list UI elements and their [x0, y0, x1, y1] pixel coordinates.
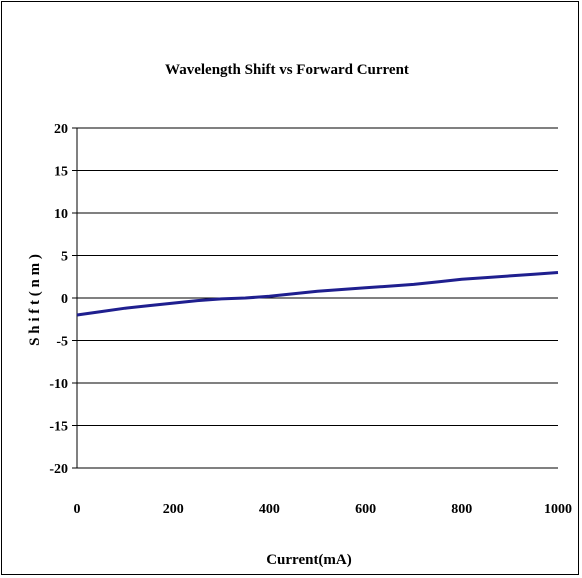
grid-lines: [77, 127, 558, 426]
x-tick-label-3: 600: [355, 502, 376, 517]
y-tick-label-6: -10: [49, 377, 68, 392]
x-tick-label-4: 800: [451, 502, 472, 517]
y-axis-label: S h i f t ( n m ): [27, 254, 43, 346]
series-line-0: [76, 271, 559, 317]
y-tick-labels: 20 15 10 5 0 -5 -10 -15 -20: [49, 122, 68, 477]
series-group: [76, 271, 559, 317]
y-tick-label-7: -15: [49, 420, 68, 435]
x-tick-label-0: 0: [74, 502, 81, 517]
x-tick-label-1: 200: [163, 502, 184, 517]
y-tick-label-2: 10: [54, 207, 68, 222]
y-tick-label-3: 5: [61, 250, 68, 265]
x-tick-label-2: 400: [259, 502, 280, 517]
y-tick-label-0: 20: [54, 122, 68, 137]
x-tick-label-5: 1000: [544, 502, 572, 517]
x-tick-labels: 0 200 400 600 800 1000: [74, 502, 573, 517]
x-axis-label: Current(mA): [266, 552, 352, 568]
y-tick-label-8: -20: [49, 462, 68, 477]
y-tick-label-4: 0: [61, 292, 68, 307]
chart-title: Wavelength Shift vs Forward Current: [165, 62, 409, 78]
y-tick-label-1: 15: [54, 165, 68, 180]
y-tick-label-5: -5: [56, 335, 68, 350]
axes: [72, 127, 558, 469]
